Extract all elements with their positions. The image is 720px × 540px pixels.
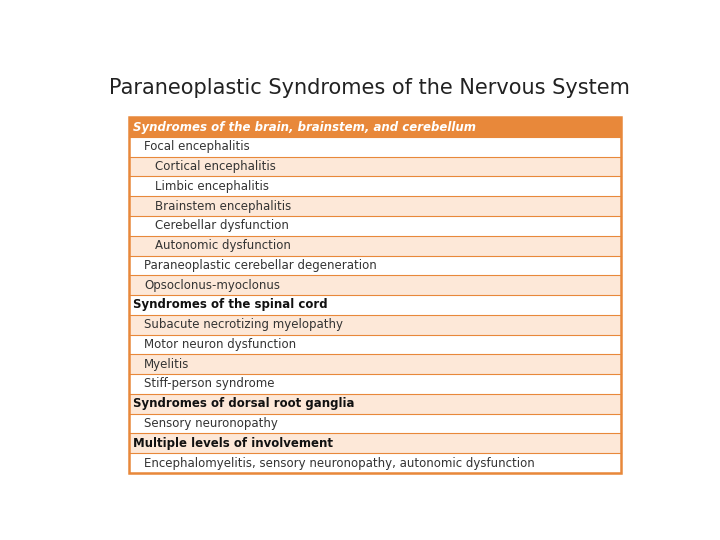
Text: Sensory neuronopathy: Sensory neuronopathy	[144, 417, 278, 430]
Bar	[129, 414, 621, 434]
Text: Multiple levels of involvement: Multiple levels of involvement	[133, 437, 333, 450]
Text: Encephalomyelitis, sensory neuronopathy, autonomic dysfunction: Encephalomyelitis, sensory neuronopathy,…	[144, 456, 535, 469]
Bar	[129, 137, 621, 157]
Text: Brainstem encephalitis: Brainstem encephalitis	[155, 200, 292, 213]
Bar	[129, 394, 621, 414]
Text: Syndromes of the brain, brainstem, and cerebellum: Syndromes of the brain, brainstem, and c…	[133, 120, 477, 133]
Text: Motor neuron dysfunction: Motor neuron dysfunction	[144, 338, 297, 351]
Bar	[129, 453, 621, 473]
Bar	[129, 374, 621, 394]
Bar	[129, 315, 621, 335]
Text: Limbic encephalitis: Limbic encephalitis	[155, 180, 269, 193]
Text: Stiff-person syndrome: Stiff-person syndrome	[144, 377, 275, 390]
Text: Paraneoplastic cerebellar degeneration: Paraneoplastic cerebellar degeneration	[144, 259, 377, 272]
Bar	[129, 157, 621, 177]
Bar	[129, 177, 621, 196]
Text: Myelitis: Myelitis	[144, 357, 189, 370]
Bar	[129, 295, 621, 315]
Text: Focal encephalitis: Focal encephalitis	[144, 140, 250, 153]
Text: Syndromes of the spinal cord: Syndromes of the spinal cord	[133, 299, 328, 312]
Bar	[129, 434, 621, 453]
Text: Cortical encephalitis: Cortical encephalitis	[155, 160, 276, 173]
Text: Syndromes of dorsal root ganglia: Syndromes of dorsal root ganglia	[133, 397, 355, 410]
Bar	[129, 236, 621, 255]
Text: Opsoclonus-myoclonus: Opsoclonus-myoclonus	[144, 279, 280, 292]
Text: Paraneoplastic Syndromes of the Nervous System: Paraneoplastic Syndromes of the Nervous …	[109, 78, 629, 98]
Text: Subacute necrotizing myelopathy: Subacute necrotizing myelopathy	[144, 318, 343, 331]
Bar	[129, 275, 621, 295]
Bar	[129, 354, 621, 374]
Text: Autonomic dysfunction: Autonomic dysfunction	[155, 239, 291, 252]
Bar	[129, 255, 621, 275]
Bar	[129, 117, 621, 137]
Text: Cerebellar dysfunction: Cerebellar dysfunction	[155, 219, 289, 232]
Bar	[129, 196, 621, 216]
Bar	[129, 117, 621, 473]
Bar	[129, 216, 621, 236]
Bar	[129, 335, 621, 354]
